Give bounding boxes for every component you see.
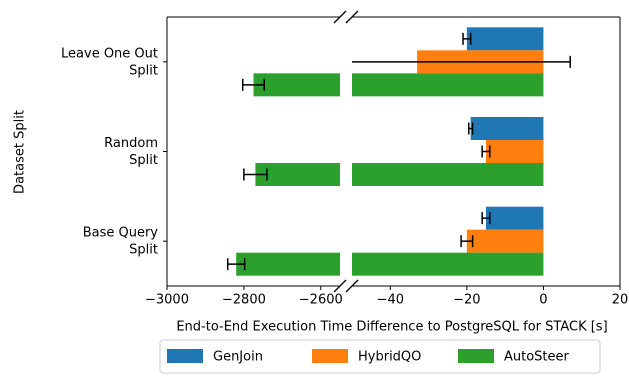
legend-swatch: [167, 349, 203, 363]
x-tick-label: −40: [377, 293, 404, 308]
x-axis-label: End-to-End Execution Time Difference to …: [176, 320, 607, 335]
x-tick-label: 0: [539, 293, 547, 308]
legend-label: AutoSteer: [504, 350, 570, 365]
x-tick-label: 20: [612, 293, 629, 308]
y-tick-label: Leave One Out Split: [61, 46, 158, 78]
bar: [253, 73, 340, 97]
legend-swatch: [312, 349, 348, 363]
bar: [486, 140, 544, 163]
legend: GenJoin HybridQO AutoSteer: [159, 339, 601, 374]
bar: [255, 163, 340, 186]
bar: [352, 73, 544, 97]
bar: [236, 252, 340, 276]
legend-swatch: [458, 349, 494, 363]
axis-break: [333, 10, 359, 293]
x-tick-label: −20: [453, 293, 480, 308]
bar: [466, 27, 544, 51]
x-tick-label: −2600: [299, 293, 343, 308]
x-tick-label: −3000: [145, 293, 189, 308]
x-tick-label: −2800: [222, 293, 266, 308]
plot-area: [226, 27, 571, 276]
legend-label: GenJoin: [213, 350, 263, 365]
legend-label: HybridQO: [358, 350, 421, 365]
bar: [466, 229, 544, 253]
bar: [470, 117, 544, 140]
bar: [352, 252, 544, 276]
axes-frame: [166, 10, 621, 293]
bar: [486, 206, 544, 230]
y-axis-label: Dataset Split: [13, 110, 28, 194]
y-tick-label: Base Query Split: [83, 225, 159, 257]
legend-frame: [159, 339, 601, 374]
y-tick-label: Random Split: [104, 136, 158, 168]
bar: [352, 163, 544, 186]
